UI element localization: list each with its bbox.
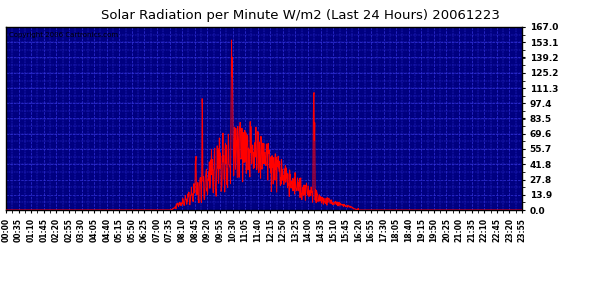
Text: Solar Radiation per Minute W/m2 (Last 24 Hours) 20061223: Solar Radiation per Minute W/m2 (Last 24… [101, 9, 499, 22]
Text: Copyright 2006 Cartronics.com: Copyright 2006 Cartronics.com [8, 32, 118, 38]
